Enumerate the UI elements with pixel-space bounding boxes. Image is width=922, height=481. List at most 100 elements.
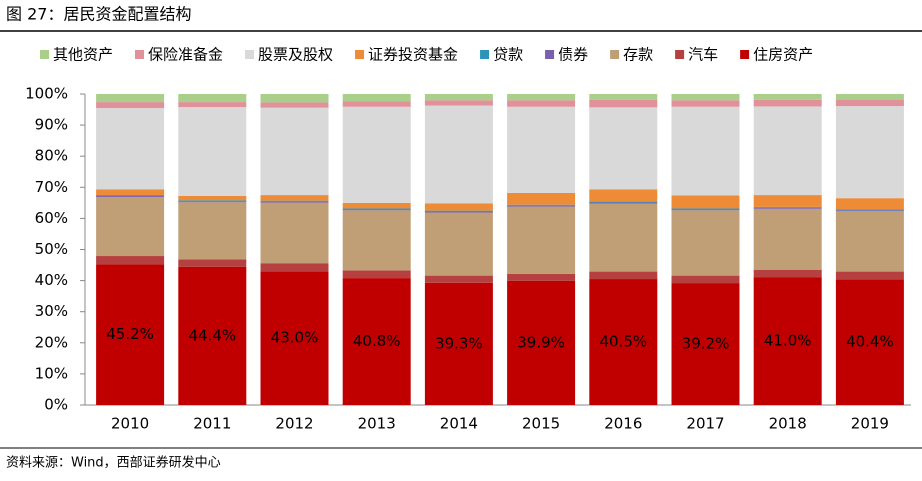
bar-segment: [260, 201, 329, 203]
data-label: 39.3%: [435, 334, 483, 352]
legend-swatch: [675, 50, 685, 59]
bar-segment: [835, 99, 904, 107]
bar-segment: [424, 203, 493, 211]
x-tick-label: 2014: [440, 415, 478, 433]
bar-segment: [424, 94, 493, 101]
bar-segment: [342, 209, 411, 211]
bar-segment: [753, 208, 822, 270]
bar-segment: [753, 94, 822, 100]
bar-segment: [342, 202, 411, 209]
bar-segment: [589, 107, 658, 190]
bar-segment: [671, 208, 740, 210]
legend-swatch: [480, 50, 490, 59]
bar-segment: [178, 202, 247, 260]
bar-segment: [424, 282, 493, 405]
bar-segment: [424, 210, 493, 212]
bar-segment: [260, 102, 329, 108]
bar-segment: [96, 264, 165, 405]
x-tick-label: 2012: [275, 415, 313, 433]
bar-segment: [342, 94, 411, 102]
legend-swatch: [245, 50, 255, 59]
x-tick-label: 2011: [193, 415, 231, 433]
bar-segment: [342, 210, 411, 271]
bar-segment: [507, 94, 576, 101]
data-label: 39.9%: [517, 333, 565, 351]
x-tick-label: 2017: [686, 415, 724, 433]
bar-segment: [589, 271, 658, 280]
bar-segment: [96, 102, 165, 108]
bar-segment: [589, 94, 658, 100]
legend-label: 债券: [558, 46, 588, 64]
bar-segment: [753, 269, 822, 278]
legend-swatch: [355, 50, 365, 59]
bar-segment: [178, 200, 247, 202]
data-label: 41.0%: [764, 332, 812, 350]
bar-segment: [96, 107, 165, 190]
bar-segment: [507, 273, 576, 281]
y-tick-label: 50%: [35, 240, 68, 258]
data-label: 40.5%: [599, 333, 647, 351]
bar-segment: [178, 107, 247, 197]
bar-segment: [424, 100, 493, 106]
bar-segment: [671, 94, 740, 101]
legend-swatch: [610, 50, 620, 59]
y-tick-label: 90%: [35, 116, 68, 134]
bar-segment: [835, 211, 904, 272]
bar-segment: [671, 209, 740, 211]
bar-segment: [178, 259, 247, 267]
bar-segment: [671, 283, 740, 405]
bar-segment: [260, 94, 329, 103]
bar-segment: [835, 94, 904, 100]
y-tick-label: 100%: [25, 85, 68, 103]
bar-segment: [753, 99, 822, 107]
bar-segment: [96, 189, 165, 196]
data-label: 45.2%: [106, 325, 154, 343]
bar-segment: [507, 280, 576, 405]
bar-segment: [507, 100, 576, 107]
bar-segment: [424, 105, 493, 204]
bar-segment: [342, 101, 411, 107]
bar-segment: [96, 196, 165, 257]
bar-segment: [96, 256, 165, 265]
bar-segment: [507, 205, 576, 207]
legend-label: 贷款: [493, 46, 523, 64]
bar-segment: [671, 100, 740, 107]
bar-segment: [260, 195, 329, 201]
x-tick-label: 2016: [604, 415, 642, 433]
legend-label: 存款: [623, 46, 653, 64]
bar-segment: [424, 212, 493, 276]
legend-label: 住房资产: [753, 46, 813, 64]
bar-segment: [260, 271, 329, 405]
bar-segment: [260, 200, 329, 202]
bar-segment: [96, 195, 165, 197]
legend-label: 保险准备金: [148, 46, 223, 64]
bar-segment: [753, 207, 822, 209]
bar-segment: [96, 196, 165, 197]
bar-segment: [424, 211, 493, 213]
bar-segment: [178, 201, 247, 203]
legend-label: 汽车: [688, 46, 718, 64]
bar-segment: [835, 271, 904, 280]
bar-segment: [507, 192, 576, 205]
legend-label: 股票及股权: [258, 46, 333, 64]
y-tick-label: 40%: [35, 271, 68, 289]
legend-swatch: [740, 50, 750, 59]
y-tick-label: 70%: [35, 178, 68, 196]
data-label: 43.0%: [271, 329, 319, 347]
bar-segment: [589, 279, 658, 405]
bar-segment: [96, 94, 165, 103]
source-note: 资料来源：Wind，西部证券研发中心: [6, 455, 221, 471]
x-tick-label: 2018: [769, 415, 807, 433]
bar-segment: [260, 263, 329, 272]
legend-label: 其他资产: [53, 46, 113, 64]
bar-segment: [424, 275, 493, 283]
data-label: 40.8%: [353, 332, 401, 350]
y-tick-label: 30%: [35, 302, 68, 320]
chart-title: 图 27：居民资金配置结构: [6, 5, 191, 24]
bar-segment: [342, 270, 411, 279]
bar-segment: [835, 210, 904, 212]
legend-swatch: [545, 50, 555, 59]
bar-segment: [753, 106, 822, 196]
bar-segment: [342, 106, 411, 203]
